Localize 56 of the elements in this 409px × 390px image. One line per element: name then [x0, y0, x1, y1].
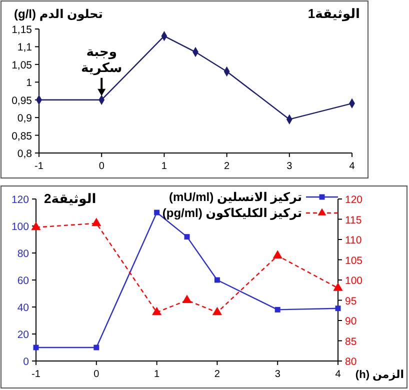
- y2-tick-label: 110: [345, 234, 362, 246]
- y-tick-label: 60: [17, 275, 30, 287]
- annotation: وجبة سكرية: [81, 44, 122, 76]
- y-tick-label: 0: [23, 356, 30, 368]
- y2-tick-label: 105: [345, 254, 363, 267]
- x-tick-label: 0: [94, 369, 100, 380]
- x-tick-label: 3: [286, 161, 293, 172]
- y-tick-label: 1,1: [17, 42, 32, 54]
- point: [31, 222, 41, 230]
- chart-title: الوثيقة2: [44, 191, 96, 207]
- legend-label: تركيز الكليكاكون (pg/ml): [162, 206, 302, 220]
- y2-tick-label: 85: [345, 336, 357, 348]
- point: [272, 250, 282, 258]
- point: [94, 344, 100, 350]
- y-tick-label: 0,9: [17, 112, 32, 125]
- point: [184, 234, 190, 240]
- x-tick-label: 2: [224, 161, 230, 172]
- legend-label: تركيز الانسلين (mU/ml): [168, 190, 302, 204]
- point: [333, 282, 343, 291]
- y2-tick-label: 115: [345, 214, 362, 226]
- y2-tick-label: 80: [345, 356, 357, 368]
- point: [182, 294, 192, 304]
- x-tick-label: 2: [214, 369, 220, 380]
- x-tick-label: 0: [98, 161, 105, 172]
- point: [154, 210, 160, 216]
- y2-tick-label: 95: [345, 295, 357, 308]
- y-tick-label: 1,15: [12, 24, 32, 36]
- y-tick-label: 80: [17, 248, 30, 260]
- y2-tick-label: 100: [345, 275, 363, 287]
- y-tick-label: 1,05: [12, 59, 32, 72]
- y-tick-label: 1: [26, 77, 32, 90]
- y-tick-label: 20: [17, 329, 30, 341]
- y-tick-label: 0,95: [12, 94, 32, 107]
- y2-tick-label: 90: [345, 316, 357, 328]
- y-tick-label: 100: [11, 221, 30, 233]
- x-tick-label: -1: [34, 161, 44, 172]
- x-tick-label: 4: [349, 161, 356, 172]
- point: [212, 306, 222, 316]
- point: [335, 306, 341, 312]
- y-tick-label: 0,8: [17, 148, 32, 160]
- y-tick-label: 40: [17, 302, 30, 314]
- y-tick-label: 0,85: [12, 130, 32, 142]
- point: [152, 306, 162, 316]
- x-axis-title: الزمن (h): [355, 369, 404, 381]
- x-tick-label: 4: [335, 369, 342, 380]
- x-tick-label: 1: [161, 161, 168, 172]
- point: [274, 306, 280, 312]
- y-axis-title: تحلون الدم (g/l): [14, 7, 103, 21]
- point: [214, 277, 220, 283]
- x-tick-label: 3: [274, 369, 281, 380]
- point: [92, 218, 102, 226]
- x-tick-label: -1: [32, 369, 41, 380]
- y2-tick-label: 120: [345, 194, 363, 206]
- chart-title: الوثيقة1: [308, 6, 360, 22]
- y-tick-label: 120: [11, 194, 30, 206]
- x-tick-label: 1: [154, 369, 160, 380]
